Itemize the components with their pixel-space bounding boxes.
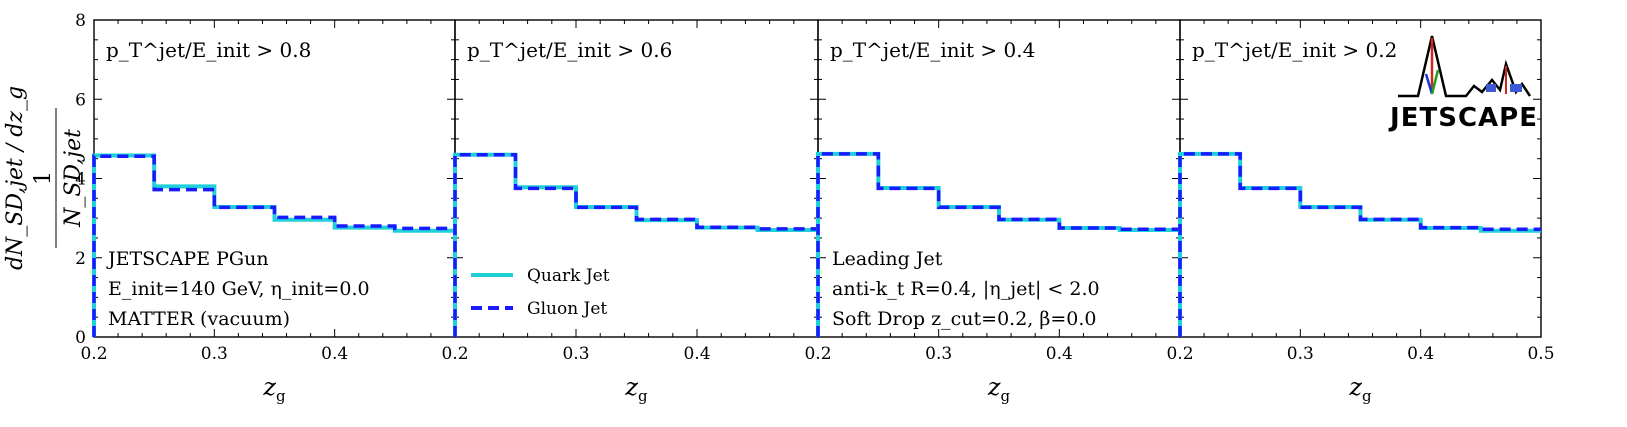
y-tick-label: 8 xyxy=(75,11,86,31)
gluon-jet-step-line xyxy=(92,154,455,337)
panel-cut-label: p_T^jet/E_init > 0.8 xyxy=(106,38,311,62)
panel-4: 0.2 0.3 0.4 0.5 zg p_T^jet/E_init > 0.2 xyxy=(1166,19,1555,405)
y-tick-label: 4 xyxy=(75,170,86,190)
x-tick-label: 0.2 xyxy=(1166,344,1193,364)
x-tick-label: 0.4 xyxy=(1046,344,1073,364)
x-tick-label: 0.4 xyxy=(321,344,348,364)
panel-cut-label: p_T^jet/E_init > 0.6 xyxy=(467,38,672,62)
y-label-derivative: dN_SD,jet / dz_g xyxy=(3,86,28,270)
x-tick-label: 0.3 xyxy=(925,344,952,364)
x-tick-label: 0.4 xyxy=(1407,344,1434,364)
panel-annotation: Leading Jet xyxy=(832,248,943,270)
x-axis-label: zg xyxy=(262,373,286,405)
logo-text: JETSCAPE xyxy=(1388,103,1538,133)
panel-3: 0.2 0.3 0.4 zg p_T^jet/E_init > 0.4 Leading J… xyxy=(804,19,1181,405)
x-tick-label: 0.2 xyxy=(441,344,468,364)
x-tick-label: 0.2 xyxy=(80,344,107,364)
y-tick-label: 0 xyxy=(75,328,86,348)
y-axis-label: 1 N_SD,jet dN_SD,jet / dz_g xyxy=(3,86,86,270)
panel-cut-label: p_T^jet/E_init > 0.2 xyxy=(1192,38,1397,62)
x-axis-label: zg xyxy=(624,373,648,405)
x-tick-label: 0.3 xyxy=(562,344,589,364)
y-label-denominator: N_SD,jet xyxy=(61,129,86,228)
x-tick-label: 0.5 xyxy=(1527,344,1554,364)
x-tick-label: 0.3 xyxy=(1287,344,1314,364)
y-label-prefix: 1 xyxy=(31,171,56,185)
legend-label: Quark Jet xyxy=(527,266,610,286)
y-tick-label: 6 xyxy=(75,90,86,110)
quark-jet-step-line xyxy=(1178,151,1541,337)
legend: Quark Jet Gluon Jet xyxy=(471,266,610,319)
y-tick-label: 2 xyxy=(75,249,86,269)
gluon-jet-step-line xyxy=(1178,152,1541,337)
gluon-jet-step-line xyxy=(453,152,818,337)
x-axis-label: zg xyxy=(1348,373,1372,405)
panel-annotation: MATTER (vacuum) xyxy=(108,308,290,330)
x-tick-label: 0.4 xyxy=(683,344,710,364)
legend-label: Gluon Jet xyxy=(527,299,607,319)
gluon-jet-step-line xyxy=(816,152,1180,337)
panel-annotation: anti-k_t R=0.4, |η_jet| < 2.0 xyxy=(832,278,1100,300)
panel-2: 0.2 0.3 0.4 zg p_T^jet/E_init > 0.6 xyxy=(441,19,819,405)
jetscape-logo: JETSCAPE xyxy=(1388,35,1538,133)
panel-frame xyxy=(454,19,819,338)
x-tick-label: 0.2 xyxy=(804,344,831,364)
panel-annotation: Soft Drop z_cut=0.2, β=0.0 xyxy=(832,308,1096,330)
panel-1: 0.2 0.3 0.4 zg p_T^jet/E_init > 0.8 JETSCAPE … xyxy=(80,19,456,405)
panel-annotation: E_init=140 GeV, η_init=0.0 xyxy=(108,278,370,300)
panel-frame xyxy=(1179,19,1542,338)
x-tick-label: 0.3 xyxy=(201,344,228,364)
x-axis-label: zg xyxy=(987,373,1011,405)
panel-cut-label: p_T^jet/E_init > 0.4 xyxy=(830,38,1035,62)
panel-annotation: JETSCAPE PGun xyxy=(106,248,269,270)
